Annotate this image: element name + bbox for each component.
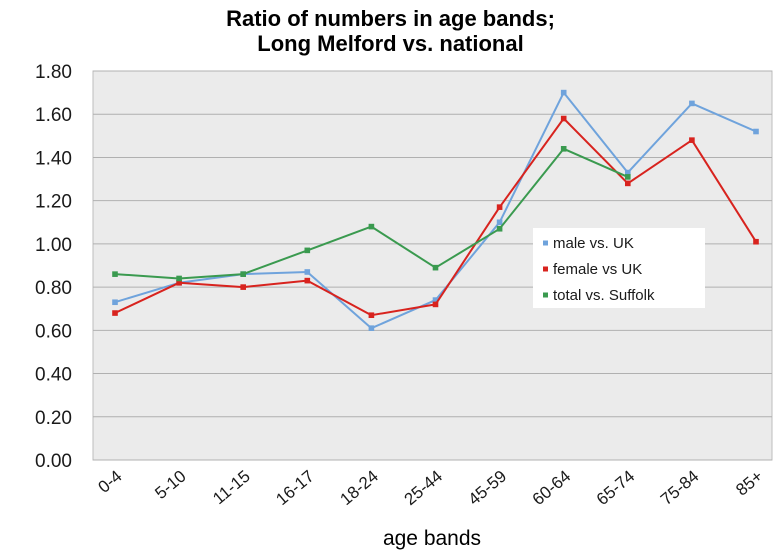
data-point bbox=[689, 100, 695, 107]
x-tick-label: 0-4 bbox=[95, 467, 126, 497]
y-axis-ticks: 0.00 0.20 0.40 0.60 0.80 1.00 1.20 1.40 1.60 1.80 bbox=[35, 62, 72, 472]
y-tick-label: 0.80 bbox=[35, 278, 72, 299]
data-point bbox=[176, 275, 182, 282]
data-point bbox=[753, 128, 759, 135]
data-point bbox=[432, 264, 439, 271]
x-axis-ticks: 0-4 5-10 11-15 16-17 18-24 25-44 45-59 60-64 65-… bbox=[95, 466, 767, 509]
data-point bbox=[304, 269, 311, 275]
x-axis-label: age bands bbox=[383, 527, 481, 550]
data-point bbox=[625, 180, 631, 187]
data-point bbox=[432, 301, 439, 308]
gridlines bbox=[93, 70, 772, 461]
legend-label: total vs. Suffolk bbox=[553, 287, 655, 304]
legend-marker bbox=[543, 292, 548, 298]
y-tick-label: 0.40 bbox=[35, 365, 72, 386]
data-point bbox=[496, 225, 503, 232]
y-tick-label: 0.20 bbox=[35, 408, 72, 429]
legend-marker bbox=[543, 266, 548, 272]
data-point bbox=[112, 271, 118, 277]
data-point bbox=[560, 115, 567, 122]
data-point bbox=[368, 223, 375, 230]
x-tick-label: 60-64 bbox=[529, 467, 575, 510]
chart-title: Ratio of numbers in age bands; Long Melf… bbox=[0, 6, 781, 56]
y-tick-label: 1.80 bbox=[35, 62, 72, 83]
data-point bbox=[112, 310, 118, 316]
x-tick-label: 45-59 bbox=[465, 467, 511, 510]
legend-label: male vs. UK bbox=[553, 235, 634, 252]
series-2 bbox=[112, 115, 759, 319]
y-tick-label: 0.00 bbox=[35, 451, 72, 472]
data-point bbox=[304, 247, 311, 254]
data-point bbox=[240, 284, 246, 290]
series-3 bbox=[112, 146, 631, 282]
y-tick-label: 0.60 bbox=[35, 321, 72, 342]
x-tick-label: 85+ bbox=[732, 466, 766, 499]
data-point bbox=[368, 325, 375, 331]
data-point bbox=[625, 169, 631, 176]
y-tick-label: 1.40 bbox=[35, 148, 72, 169]
data-point bbox=[496, 204, 503, 210]
y-tick-label: 1.20 bbox=[35, 192, 72, 213]
data-point bbox=[560, 146, 567, 152]
legend-label: female vs UK bbox=[553, 261, 642, 278]
x-tick-label: 16-17 bbox=[272, 467, 318, 510]
y-tick-label: 1.60 bbox=[35, 105, 72, 126]
data-point bbox=[432, 297, 439, 303]
data-point bbox=[496, 219, 503, 226]
data-point bbox=[625, 174, 631, 180]
data-point bbox=[176, 279, 182, 286]
data-point bbox=[240, 271, 246, 277]
legend-box bbox=[533, 228, 705, 308]
series-group bbox=[112, 89, 759, 331]
y-tick-label: 1.00 bbox=[35, 235, 72, 256]
x-tick-label: 11-15 bbox=[209, 467, 254, 509]
x-tick-label: 75-84 bbox=[657, 467, 703, 510]
chart-title-line-2: Long Melford vs. national bbox=[257, 31, 524, 56]
x-tick-label: 18-24 bbox=[336, 467, 382, 510]
chart-title-line-1: Ratio of numbers in age bands; bbox=[226, 6, 555, 31]
legend: male vs. UK female vs UK total vs. Suffolk bbox=[533, 228, 705, 308]
x-tick-label: 65-74 bbox=[593, 467, 639, 510]
data-point bbox=[368, 312, 375, 319]
legend-marker bbox=[543, 240, 548, 246]
x-tick-label: 5-10 bbox=[151, 467, 189, 503]
data-point bbox=[304, 277, 311, 284]
data-point bbox=[753, 238, 759, 245]
data-point bbox=[560, 89, 567, 96]
data-point bbox=[112, 299, 118, 306]
x-tick-label: 25-44 bbox=[401, 467, 447, 510]
data-point bbox=[689, 137, 695, 143]
